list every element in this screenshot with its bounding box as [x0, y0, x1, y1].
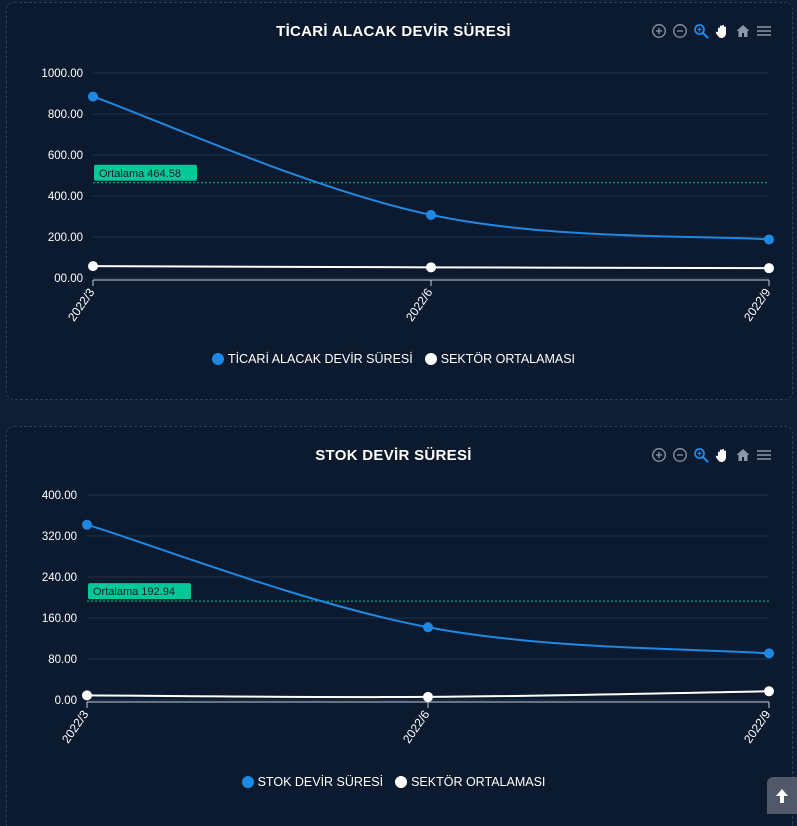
legend-label: SEKTÖR ORTALAMASI	[411, 775, 546, 789]
legend-marker	[424, 353, 437, 365]
x-tick-label: 2022/9	[741, 707, 774, 745]
y-tick-label: 600.00	[48, 150, 83, 162]
legend-item-sector[interactable]: SEKTÖR ORTALAMASI	[395, 775, 545, 789]
pan-hand-icon[interactable]	[714, 23, 730, 39]
chart-toolbar	[651, 23, 772, 39]
data-point[interactable]	[764, 648, 774, 659]
y-tick-label: 320.00	[42, 531, 77, 543]
y-tick-label: 80.00	[48, 654, 77, 666]
y-tick-label: 800.00	[48, 109, 83, 121]
data-point[interactable]	[426, 262, 436, 273]
y-tick-label: 1000.00	[41, 68, 83, 80]
menu-icon[interactable]	[756, 447, 772, 463]
chart-legend: TİCARİ ALACAK DEVİR SÜRESİ SEKTÖR ORTALA…	[7, 352, 786, 366]
zoom-in-icon[interactable]	[651, 447, 667, 463]
home-reset-icon[interactable]	[735, 23, 751, 39]
chart-card-receivables: TİCARİ ALACAK DEVİR SÜRESİ 1000.00 800.00…	[6, 2, 793, 400]
chart-title: STOK DEVİR SÜRESİ	[315, 447, 472, 464]
y-tick-label: 0.00	[55, 695, 77, 707]
zoom-out-icon[interactable]	[672, 23, 688, 39]
zoom-out-icon[interactable]	[672, 447, 688, 463]
average-label-box	[94, 164, 197, 181]
x-tick-label: 2022/3	[65, 285, 98, 323]
legend-marker	[211, 353, 224, 365]
y-tick-label: 240.00	[42, 572, 77, 584]
x-tick-label: 2022/9	[741, 285, 774, 323]
pan-hand-icon[interactable]	[714, 447, 730, 463]
data-point[interactable]	[426, 209, 436, 220]
data-point[interactable]	[88, 261, 98, 272]
legend-label: STOK DEVİR SÜRESİ	[257, 775, 384, 789]
average-label-box	[88, 583, 191, 600]
legend-label: TİCARİ ALACAK DEVİR SÜRESİ	[227, 352, 413, 366]
data-point[interactable]	[82, 519, 92, 530]
legend-item-main[interactable]: TİCARİ ALACAK DEVİR SÜRESİ	[211, 352, 413, 366]
zoom-select-icon[interactable]	[693, 23, 709, 39]
average-label: Ortalama 464.58	[99, 168, 181, 180]
legend-item-main[interactable]: STOK DEVİR SÜRESİ	[241, 775, 384, 789]
data-point[interactable]	[423, 691, 433, 702]
legend-label: SEKTÖR ORTALAMASI	[440, 352, 576, 366]
x-tick-label: 2022/3	[59, 707, 92, 745]
legend-marker	[395, 776, 408, 788]
x-tick-label: 2022/6	[403, 285, 436, 323]
chart-toolbar	[651, 447, 772, 463]
scroll-to-top-button[interactable]	[767, 777, 797, 814]
data-point[interactable]	[764, 234, 774, 245]
home-reset-icon[interactable]	[735, 447, 751, 463]
chart-plot: 1000.00800.00600.00400.00200.0000.002022…	[41, 68, 774, 324]
legend-marker	[241, 776, 254, 788]
chart-legend: STOK DEVİR SÜRESİ SEKTÖR ORTALAMASI	[7, 775, 786, 789]
y-tick-label: 00.00	[54, 273, 83, 285]
legend-item-sector[interactable]: SEKTÖR ORTALAMASI	[424, 352, 576, 366]
data-point[interactable]	[423, 622, 433, 633]
y-tick-label: 200.00	[48, 232, 83, 244]
x-tick-label: 2022/6	[400, 707, 433, 745]
chart-card-inventory: STOK DEVİR SÜRESİ 400.00 320.00 240.00 160.…	[6, 426, 793, 826]
chart-title: TİCARİ ALACAK DEVİR SÜRESİ	[276, 23, 511, 40]
data-point[interactable]	[88, 91, 98, 102]
average-label: Ortalama 192.94	[93, 586, 175, 598]
data-point[interactable]	[764, 263, 774, 274]
arrow-up-icon	[776, 788, 788, 803]
y-tick-label: 160.00	[42, 613, 77, 625]
data-point[interactable]	[764, 686, 774, 697]
zoom-select-icon[interactable]	[693, 447, 709, 463]
y-tick-label: 400.00	[48, 191, 83, 203]
y-tick-label: 400.00	[42, 490, 77, 502]
zoom-in-icon[interactable]	[651, 23, 667, 39]
menu-icon[interactable]	[756, 23, 772, 39]
data-point[interactable]	[82, 690, 92, 701]
